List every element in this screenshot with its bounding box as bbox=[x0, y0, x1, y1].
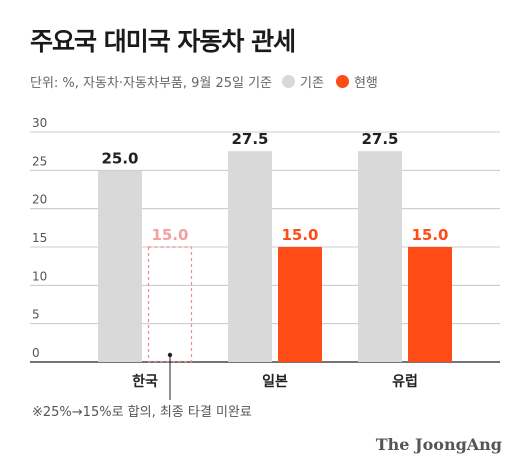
unit-note: 단위: %, 자동차·자동차부품, 9월 25일 기준 bbox=[30, 76, 273, 91]
y-tick-label: 30 bbox=[32, 116, 47, 130]
y-tick-label: 25 bbox=[32, 154, 47, 168]
y-tick-label: 5 bbox=[32, 308, 40, 322]
y-tick-label: 15 bbox=[32, 231, 47, 245]
bar-current bbox=[278, 247, 322, 362]
category-label: 한국 bbox=[132, 374, 158, 390]
data-label: 15.0 bbox=[281, 226, 318, 244]
legend: 기존 현행 bbox=[282, 72, 390, 91]
legend-swatch-existing bbox=[282, 75, 296, 88]
bar-current bbox=[408, 247, 452, 362]
legend-label-current: 현행 bbox=[353, 76, 378, 91]
data-label: 27.5 bbox=[361, 130, 398, 148]
legend-item-current: 현행 bbox=[335, 72, 378, 91]
legend-item-existing: 기존 bbox=[282, 72, 324, 91]
data-label: 25.0 bbox=[101, 149, 138, 167]
bar-existing bbox=[228, 151, 272, 362]
data-label: 15.0 bbox=[411, 226, 448, 244]
y-tick-label: 10 bbox=[32, 269, 47, 283]
legend-label-existing: 기존 bbox=[300, 76, 324, 91]
category-label: 유럽 bbox=[392, 374, 418, 390]
bar-existing bbox=[98, 170, 142, 362]
legend-swatch-current bbox=[335, 75, 349, 88]
data-label: 15.0 bbox=[151, 226, 188, 244]
bar-pending bbox=[147, 246, 193, 363]
bar-existing bbox=[358, 151, 402, 362]
source-credit: The JoongAng bbox=[375, 435, 502, 454]
chart-title: 주요국 대미국 자동차 관세 bbox=[30, 27, 296, 56]
category-label: 일본 bbox=[262, 374, 288, 390]
y-tick-label: 20 bbox=[32, 193, 47, 207]
footnote: ※25%→15%로 합의, 최종 타결 미완료 bbox=[32, 405, 252, 420]
y-tick-label: 0 bbox=[32, 346, 40, 360]
subtitle-row: 단위: %, 자동차·자동차부품, 9월 25일 기준 기존 현행 bbox=[30, 72, 390, 91]
data-label: 27.5 bbox=[231, 130, 268, 148]
